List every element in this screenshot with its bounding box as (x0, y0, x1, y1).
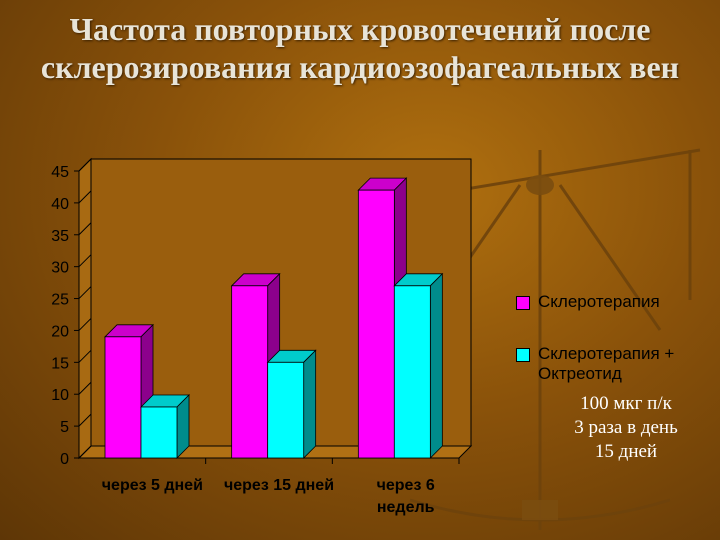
y-tick-label: 45 (51, 164, 69, 181)
bar (140, 406, 178, 459)
y-tick-label: 35 (51, 228, 69, 245)
y-tick-label: 10 (51, 387, 69, 404)
dosage-note-line: 3 раза в день (574, 417, 678, 438)
legend-label-sclerotherapy: Склеротерапия (538, 292, 660, 311)
chart-bars (104, 177, 444, 459)
dosage-note: 100 мкг п/к 3 раза в день 15 дней (548, 392, 704, 464)
y-tick-depth (78, 222, 92, 236)
bar (231, 285, 269, 459)
legend-label-sclerotherapy-octreotide: Склеротерапия + Октреотид (538, 344, 675, 383)
dosage-note-line: 100 мкг п/к (580, 393, 672, 414)
y-tick-label: 15 (51, 355, 69, 372)
bar (357, 189, 395, 459)
y-tick-depth (78, 190, 92, 204)
y-tick-label: 5 (60, 419, 69, 436)
bar (267, 361, 305, 459)
y-tick-label: 0 (60, 451, 69, 468)
y-tick-depth (78, 349, 92, 363)
y-tick-depth (78, 445, 92, 459)
bar (104, 336, 142, 459)
x-category-label: через 15 дней (224, 477, 334, 494)
x-category-label: недель (377, 499, 435, 516)
chart-labels: 0 5 10 15 20 25 30 35 40 45 через 5 дней через 15 д… (51, 164, 435, 516)
bar (393, 285, 431, 459)
legend-swatch-sclerotherapy-octreotide (516, 348, 530, 362)
slide-title: Частота повторных кровотечений после скл… (40, 11, 680, 85)
y-tick-depth (78, 381, 92, 395)
x-category-label: через 6 (377, 477, 435, 494)
dosage-note-line: 15 дней (594, 441, 658, 462)
legend-item: Склеротерапия + Октреотид (516, 344, 716, 384)
y-tick-label: 40 (51, 196, 69, 213)
y-tick-label: 20 (51, 323, 69, 340)
y-tick-depth (78, 413, 92, 427)
y-tick-label: 25 (51, 292, 69, 309)
legend-item: Склеротерапия (516, 292, 716, 312)
bar-side (303, 349, 317, 459)
legend-swatch-sclerotherapy (516, 296, 530, 310)
y-tick-label: 30 (51, 260, 69, 277)
chart-side-wall (78, 157, 92, 460)
x-category-label: через 5 дней (102, 477, 203, 494)
y-tick-depth (78, 254, 92, 268)
bar-side (429, 272, 443, 459)
y-tick-depth (78, 158, 92, 172)
y-tick-depth (78, 318, 92, 331)
chart-legend: Склеротерапия Склеротерапия + Октреотид (516, 292, 716, 416)
y-tick-depth (78, 286, 92, 299)
